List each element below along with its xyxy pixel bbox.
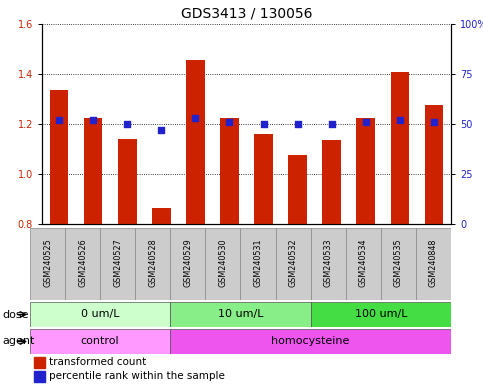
Text: GDS3413 / 130056: GDS3413 / 130056 bbox=[181, 7, 312, 21]
Text: 10 um/L: 10 um/L bbox=[218, 310, 263, 319]
Text: GSM240528: GSM240528 bbox=[148, 238, 157, 287]
Bar bbox=[205, 228, 241, 300]
Text: GSM240535: GSM240535 bbox=[394, 238, 403, 287]
Bar bbox=[65, 228, 100, 300]
Bar bbox=[220, 118, 239, 384]
Text: GSM240525: GSM240525 bbox=[43, 238, 52, 287]
Bar bbox=[288, 155, 307, 384]
Text: 0 um/L: 0 um/L bbox=[81, 310, 119, 319]
Point bbox=[55, 117, 63, 123]
Point bbox=[430, 119, 438, 125]
Text: agent: agent bbox=[2, 336, 35, 346]
Point bbox=[328, 121, 336, 127]
Bar bbox=[30, 302, 170, 327]
Bar bbox=[170, 302, 311, 327]
Text: GSM240533: GSM240533 bbox=[324, 238, 333, 287]
Bar bbox=[34, 357, 45, 367]
Bar bbox=[84, 118, 102, 384]
Text: GSM240527: GSM240527 bbox=[113, 238, 122, 287]
Text: GSM240534: GSM240534 bbox=[359, 238, 368, 287]
Text: GSM240532: GSM240532 bbox=[289, 238, 298, 287]
Bar bbox=[170, 228, 205, 300]
Text: dose: dose bbox=[2, 310, 29, 319]
Point bbox=[260, 121, 268, 127]
Text: GSM240530: GSM240530 bbox=[218, 238, 227, 287]
Text: GSM240531: GSM240531 bbox=[254, 238, 263, 287]
Point bbox=[157, 127, 165, 133]
Text: control: control bbox=[81, 336, 119, 346]
Text: homocysteine: homocysteine bbox=[271, 336, 350, 346]
Text: percentile rank within the sample: percentile rank within the sample bbox=[49, 371, 225, 381]
Text: GSM240526: GSM240526 bbox=[78, 238, 87, 287]
Bar bbox=[50, 90, 69, 384]
Text: 100 um/L: 100 um/L bbox=[355, 310, 407, 319]
Bar bbox=[346, 228, 381, 300]
Bar bbox=[322, 140, 341, 384]
Point bbox=[123, 121, 131, 127]
Bar bbox=[416, 228, 451, 300]
Bar bbox=[311, 228, 346, 300]
Bar bbox=[390, 71, 409, 384]
Bar bbox=[356, 118, 375, 384]
Point bbox=[396, 117, 404, 123]
Bar bbox=[276, 228, 311, 300]
Bar bbox=[152, 208, 170, 384]
Bar bbox=[34, 371, 45, 382]
Bar bbox=[30, 329, 170, 354]
Bar bbox=[425, 105, 443, 384]
Bar bbox=[311, 302, 451, 327]
Text: GSM240848: GSM240848 bbox=[429, 238, 438, 287]
Bar bbox=[30, 228, 65, 300]
Bar bbox=[254, 134, 273, 384]
Point bbox=[89, 117, 97, 123]
Bar bbox=[100, 228, 135, 300]
Point bbox=[226, 119, 233, 125]
Point bbox=[362, 119, 369, 125]
Text: transformed count: transformed count bbox=[49, 357, 146, 367]
Bar bbox=[170, 329, 451, 354]
Point bbox=[294, 121, 301, 127]
Bar bbox=[381, 228, 416, 300]
Text: GSM240529: GSM240529 bbox=[184, 238, 192, 287]
Bar bbox=[118, 139, 137, 384]
Point bbox=[192, 115, 199, 121]
Bar bbox=[241, 228, 276, 300]
Bar bbox=[135, 228, 170, 300]
Bar bbox=[186, 60, 205, 384]
